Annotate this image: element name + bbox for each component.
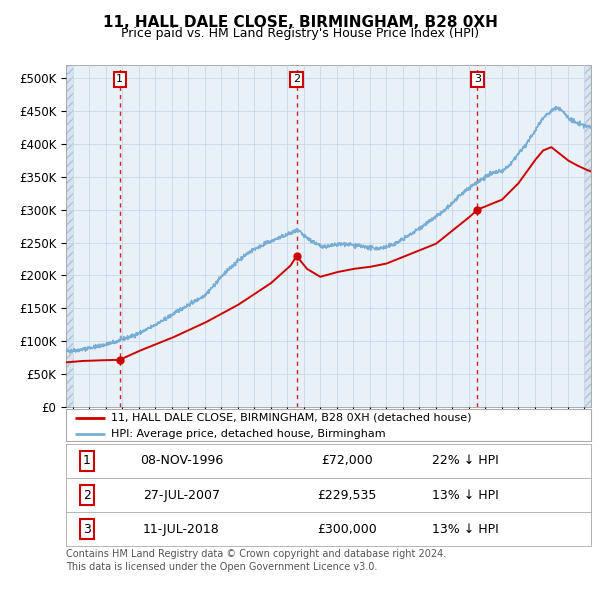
Text: 11, HALL DALE CLOSE, BIRMINGHAM, B28 0XH: 11, HALL DALE CLOSE, BIRMINGHAM, B28 0XH bbox=[103, 15, 497, 30]
Text: 08-NOV-1996: 08-NOV-1996 bbox=[140, 454, 223, 467]
Text: £229,535: £229,535 bbox=[317, 489, 377, 502]
Text: Price paid vs. HM Land Registry's House Price Index (HPI): Price paid vs. HM Land Registry's House … bbox=[121, 27, 479, 40]
Text: 11-JUL-2018: 11-JUL-2018 bbox=[143, 523, 220, 536]
Text: 27-JUL-2007: 27-JUL-2007 bbox=[143, 489, 220, 502]
Text: HPI: Average price, detached house, Birmingham: HPI: Average price, detached house, Birm… bbox=[110, 429, 385, 439]
Text: This data is licensed under the Open Government Licence v3.0.: This data is licensed under the Open Gov… bbox=[66, 562, 377, 572]
Text: 13% ↓ HPI: 13% ↓ HPI bbox=[431, 523, 499, 536]
Text: 2: 2 bbox=[293, 74, 300, 84]
Text: 1: 1 bbox=[83, 454, 91, 467]
Text: 11, HALL DALE CLOSE, BIRMINGHAM, B28 0XH (detached house): 11, HALL DALE CLOSE, BIRMINGHAM, B28 0XH… bbox=[110, 413, 471, 423]
Text: 3: 3 bbox=[83, 523, 91, 536]
Text: £300,000: £300,000 bbox=[317, 523, 377, 536]
Text: 22% ↓ HPI: 22% ↓ HPI bbox=[431, 454, 499, 467]
Text: 2: 2 bbox=[83, 489, 91, 502]
Text: Contains HM Land Registry data © Crown copyright and database right 2024.: Contains HM Land Registry data © Crown c… bbox=[66, 549, 446, 559]
Text: 1: 1 bbox=[116, 74, 124, 84]
Text: £72,000: £72,000 bbox=[321, 454, 373, 467]
Text: 13% ↓ HPI: 13% ↓ HPI bbox=[431, 489, 499, 502]
Text: 3: 3 bbox=[474, 74, 481, 84]
